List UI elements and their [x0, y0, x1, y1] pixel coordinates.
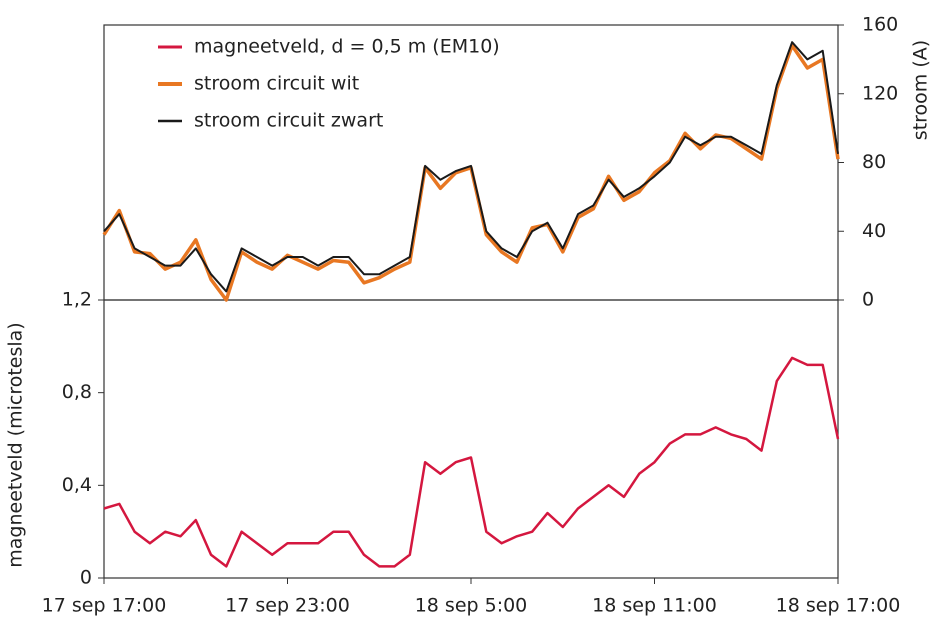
y-tick-label: 0,8: [62, 381, 92, 403]
series-line: [103, 41, 839, 293]
y-tick-label: 80: [862, 151, 886, 173]
x-tick-label: 18 sep 11:00: [592, 595, 717, 617]
top-frame: [103, 24, 839, 301]
x-tick-label: 17 sep 17:00: [42, 595, 167, 617]
legend-label: magneetveld, d = 0,5 m (EM10): [194, 36, 500, 58]
x-tick-label: 18 sep 5:00: [415, 595, 528, 617]
y-tick-label: 1,2: [62, 289, 92, 311]
y-axis-label: magneetveld (microtesla): [5, 322, 27, 567]
y-tick-label: 160: [862, 14, 898, 36]
series-line: [103, 356, 840, 568]
legend-label: stroom circuit wit: [194, 73, 359, 95]
y-tick-label: 0,4: [62, 474, 92, 496]
x-tick-label: 17 sep 23:00: [225, 595, 350, 617]
legend-label: stroom circuit zwart: [194, 110, 383, 132]
x-tick-label: 18 sep 17:00: [776, 595, 901, 617]
y-tick-label: 0: [80, 567, 92, 589]
y-tick-label: 0: [862, 289, 874, 311]
y-tick-label: 40: [862, 220, 886, 242]
y-tick-label: 120: [862, 82, 898, 104]
y-axis-label: stroom (A): [910, 40, 932, 140]
bottom-frame: [103, 299, 839, 579]
